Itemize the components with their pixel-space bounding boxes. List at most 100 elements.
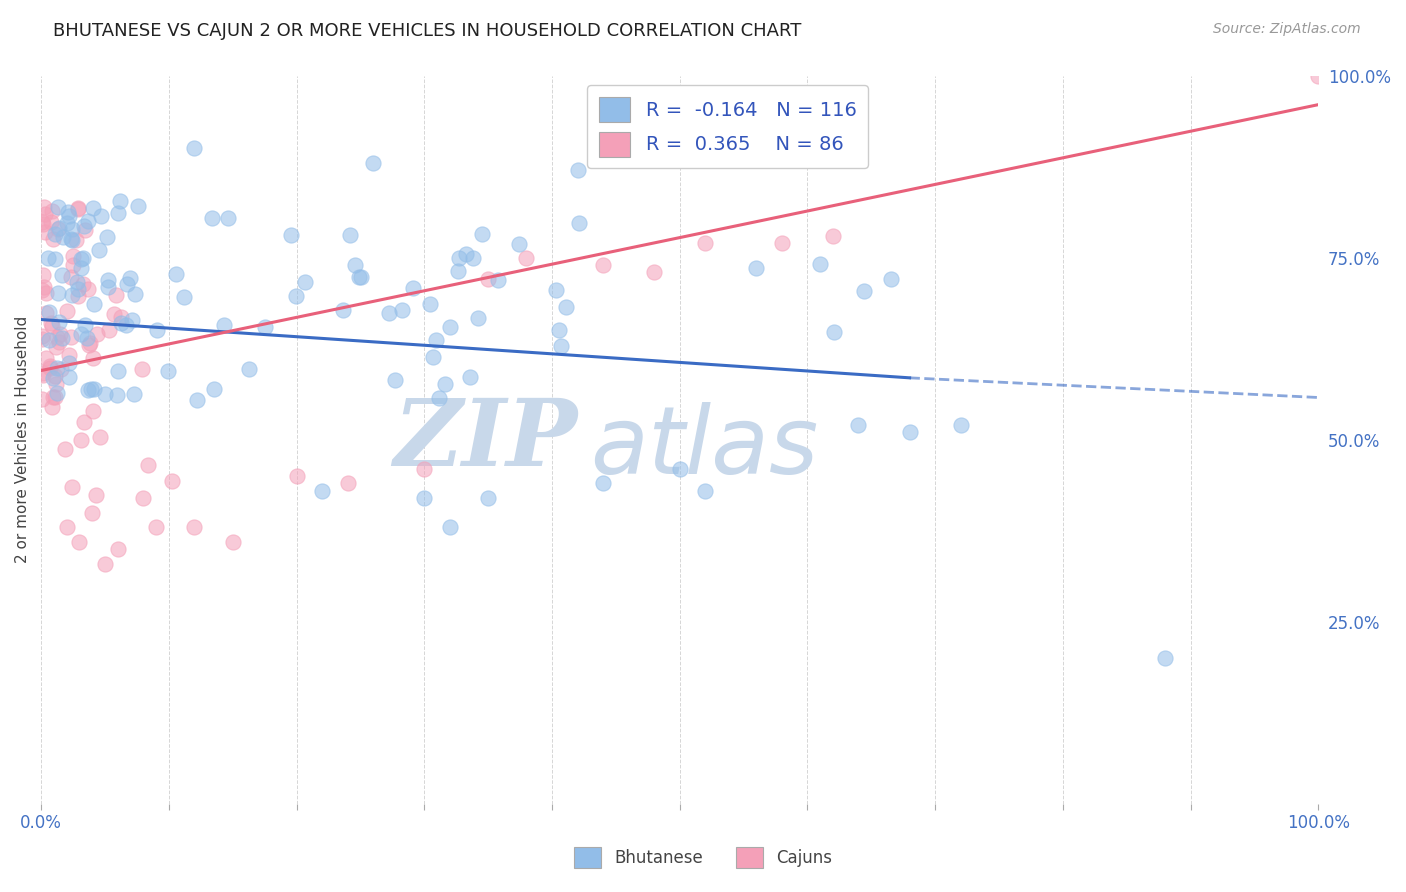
Point [84,488,107,502]
Point [67,201,90,215]
Point [447,264,470,278]
Point [60,330,83,344]
Point [32,368,55,383]
Point [347,270,370,285]
Point [467,310,489,325]
Point [121,313,143,327]
Point [80,382,103,396]
Point [69,434,91,448]
Point [97,279,120,293]
Point [31,329,53,343]
Point [94,557,117,571]
Point [108,194,131,209]
Point [183,141,205,155]
Point [127,199,149,213]
Point [145,520,167,534]
Point [83,382,105,396]
Text: Source: ZipAtlas.com: Source: ZipAtlas.com [1213,22,1361,37]
Point [90,210,112,224]
Point [280,227,302,242]
Point [73,415,96,429]
Point [132,491,155,505]
Point [433,377,456,392]
Point [548,323,571,337]
Point [58,209,80,223]
Point [60,480,83,494]
Point [361,156,384,170]
Point [58,205,80,219]
Point [39,316,62,330]
Point [66,202,89,216]
Point [104,288,127,302]
Point [391,303,413,318]
Point [55,304,77,318]
Point [65,275,87,289]
Point [568,216,591,230]
Point [58,356,80,370]
Point [32,200,55,214]
Point [35,285,58,300]
Point [554,300,576,314]
Point [69,326,91,341]
Point [58,370,80,384]
Point [31,217,53,231]
Point [131,362,153,376]
Point [60,221,83,235]
Point [96,230,118,244]
Point [439,520,461,534]
Point [107,206,129,220]
Point [49,326,72,341]
Point [70,252,93,267]
Point [413,462,436,476]
Point [643,265,665,279]
Point [48,334,70,349]
Point [821,228,844,243]
Point [41,400,63,414]
Point [39,215,62,229]
Point [82,506,104,520]
Text: atlas: atlas [591,401,818,492]
Point [852,285,875,299]
Point [695,483,717,498]
Point [294,275,316,289]
Point [55,520,77,534]
Text: BHUTANESE VS CAJUN 2 OR MORE VEHICLES IN HOUSEHOLD CORRELATION CHART: BHUTANESE VS CAJUN 2 OR MORE VEHICLES IN… [53,22,801,40]
Point [592,258,614,272]
Point [136,458,159,473]
Point [34,207,56,221]
Point [949,418,972,433]
Point [745,261,768,276]
Point [93,387,115,401]
Point [668,462,690,476]
Point [343,258,366,272]
Text: ZIP: ZIP [394,395,578,484]
Point [186,393,208,408]
Point [41,203,63,218]
Point [77,214,100,228]
Point [73,219,96,233]
Point [212,318,235,332]
Point [72,277,94,292]
Point [35,305,58,319]
Point [60,288,83,302]
Point [31,215,53,229]
Point [38,333,60,347]
Point [110,310,132,324]
Point [592,476,614,491]
Point [55,217,77,231]
Point [157,364,180,378]
Point [97,322,120,336]
Point [550,339,572,353]
Point [515,251,537,265]
Point [173,290,195,304]
Point [51,331,73,345]
Point [486,273,509,287]
Point [42,390,65,404]
Point [823,326,845,340]
Point [114,318,136,333]
Point [62,249,84,263]
Point [41,370,63,384]
Point [110,316,132,330]
Point [221,534,243,549]
Point [45,340,67,354]
